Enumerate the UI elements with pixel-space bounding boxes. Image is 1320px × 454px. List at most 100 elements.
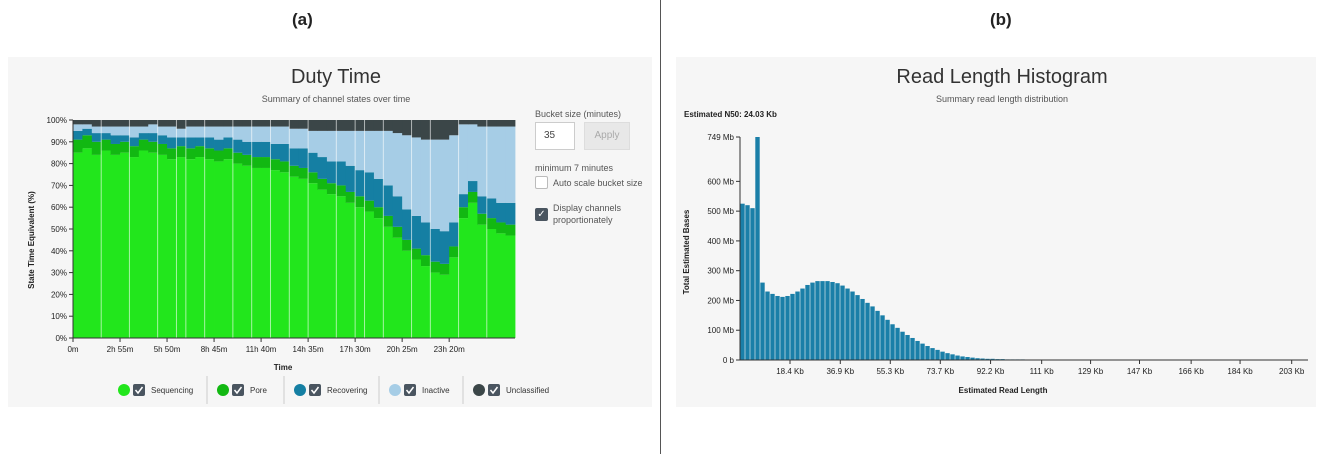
area-segment-sequencing [392, 237, 403, 338]
area-segment-unclassified [73, 120, 83, 125]
proportional-checkbox[interactable]: ✓ [535, 208, 548, 221]
area-segment-pore [167, 148, 177, 160]
area-segment-recovering [223, 137, 234, 149]
area-segment-inactive [326, 130, 337, 162]
histogram-bar [800, 288, 805, 360]
area-segment-unclassified [148, 120, 159, 125]
area-segment-recovering [242, 141, 253, 155]
hist-x-tick-label: 129 Kb [1078, 367, 1104, 376]
histogram-bar [880, 315, 885, 360]
duty-time-chart: Duty Time Summary of channel states over… [27, 66, 549, 404]
histogram-bar [765, 291, 770, 360]
area-segment-sequencing [411, 259, 422, 338]
area-segment-unclassified [251, 120, 262, 127]
duty-x-tick-label: 11h 40m [246, 345, 277, 354]
hist-y-tick-label: 200 Mb [707, 296, 734, 305]
area-segment-pore [232, 152, 243, 164]
histogram-bar [930, 348, 935, 360]
area-segment-inactive [261, 126, 271, 142]
area-segment-unclassified [505, 120, 516, 127]
area-segment-recovering [308, 152, 318, 173]
area-segment-pore [420, 255, 431, 267]
area-segment-sequencing [279, 172, 290, 338]
area-segment-sequencing [214, 161, 224, 338]
legend-label-recovering: Recovering [327, 386, 367, 395]
histogram-bar [825, 281, 830, 360]
histogram-bar [835, 283, 840, 360]
area-segment-recovering [120, 135, 130, 142]
area-segment-sequencing [242, 165, 253, 338]
hist-y-tick-label: 400 Mb [707, 237, 734, 246]
area-segment-recovering [355, 170, 365, 197]
area-segment-inactive [82, 124, 93, 129]
area-segment-inactive [214, 126, 224, 140]
histogram-bar [910, 337, 915, 360]
area-segment-inactive [298, 128, 309, 149]
area-segment-sequencing [261, 167, 271, 338]
area-segment-recovering [73, 130, 83, 140]
area-segment-pore [345, 191, 356, 203]
histogram-bar [760, 282, 765, 360]
histogram-bar [830, 281, 835, 360]
area-segment-pore [477, 213, 488, 225]
area-segment-recovering [261, 141, 271, 158]
duty-ylabel: State Time Equivalent (%) [27, 191, 36, 289]
duty-x-tick-label: 17h 30m [340, 345, 371, 354]
area-segment-recovering [439, 231, 450, 264]
area-segment-unclassified [467, 120, 478, 125]
histogram-bar [985, 358, 990, 360]
legend-swatch-pore [217, 384, 229, 396]
histogram-bar [785, 295, 790, 360]
area-segment-recovering [486, 198, 497, 219]
autoscale-checkbox[interactable] [535, 176, 548, 189]
minimum-note: minimum 7 minutes [535, 163, 614, 173]
area-segment-pore [73, 139, 83, 153]
duty-x-tick-label: 0m [67, 345, 78, 354]
area-segment-pore [467, 191, 478, 203]
area-segment-recovering [110, 135, 121, 144]
area-segment-pore [326, 183, 337, 195]
area-segment-inactive [185, 126, 196, 138]
area-segment-pore [308, 172, 318, 184]
hist-y-tick-label: 0 b [723, 356, 735, 365]
area-segment-unclassified [486, 120, 497, 127]
area-segment-recovering [345, 165, 356, 192]
hist-x-tick-label: 55.3 Kb [876, 367, 904, 376]
duty-y-tick-label: 10% [51, 312, 67, 321]
area-segment-inactive [289, 128, 300, 149]
area-segment-unclassified [458, 120, 469, 125]
legend-label-unclassified: Unclassified [506, 386, 549, 395]
area-segment-recovering [298, 148, 309, 168]
bucket-size-input[interactable]: 35 [535, 122, 575, 150]
area-segment-inactive [167, 126, 177, 138]
area-segment-unclassified [232, 120, 243, 127]
area-segment-inactive [270, 126, 281, 144]
autoscale-label: Auto scale bucket size [553, 178, 643, 188]
duty-y-tick-label: 40% [51, 247, 67, 256]
histogram-bar [975, 358, 980, 360]
legend-checkbox-unclassified[interactable] [488, 384, 500, 396]
area-segment-recovering [467, 181, 478, 192]
histogram-bar [845, 288, 850, 360]
area-segment-recovering [91, 133, 102, 142]
apply-button[interactable]: Apply [584, 122, 630, 150]
legend-checkbox-recovering[interactable] [309, 384, 321, 396]
area-segment-pore [242, 154, 253, 166]
histogram-bar [840, 285, 845, 360]
area-segment-inactive [317, 130, 328, 158]
histogram-bar [815, 281, 820, 360]
legend-checkbox-pore[interactable] [232, 384, 244, 396]
area-segment-unclassified [411, 120, 422, 138]
area-segment-sequencing [91, 154, 102, 338]
histogram-bar [925, 346, 930, 360]
area-segment-sequencing [157, 154, 168, 338]
area-segment-pore [214, 150, 224, 162]
area-segment-unclassified [308, 120, 318, 131]
area-segment-unclassified [185, 120, 196, 127]
legend-checkbox-sequencing[interactable] [133, 384, 145, 396]
area-segment-pore [185, 148, 196, 160]
panel-divider [660, 0, 661, 454]
area-segment-unclassified [449, 120, 459, 136]
area-segment-pore [261, 157, 271, 168]
legend-checkbox-inactive[interactable] [404, 384, 416, 396]
